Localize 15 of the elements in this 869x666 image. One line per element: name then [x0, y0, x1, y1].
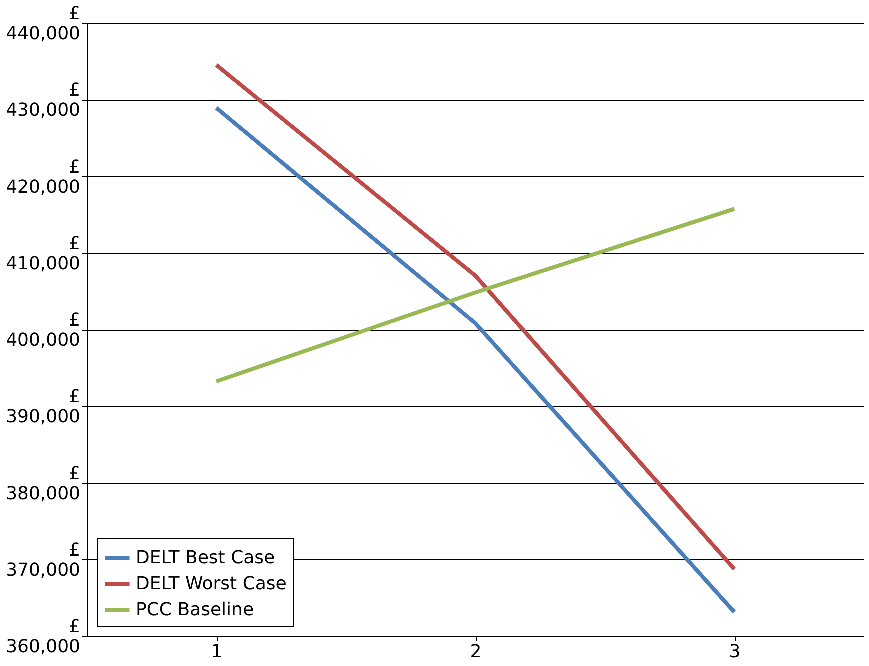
x-tick-label: 1	[211, 642, 223, 662]
y-tick-label: £ 390,000	[6, 386, 80, 428]
y-tick-label: £ 440,000	[6, 4, 80, 44]
y-tick-label: £ 400,000	[6, 310, 80, 351]
legend-label: DELT Worst Case	[136, 574, 287, 594]
y-tick-label: £ 430,000	[6, 80, 80, 122]
legend-label: PCC Baseline	[136, 600, 254, 620]
y-tick-label: £ 360,000	[6, 616, 80, 658]
y-tick-label: £ 420,000	[6, 156, 80, 198]
y-tick-label: £ 380,000	[6, 463, 80, 504]
y-tick-label: £ 370,000	[6, 540, 80, 581]
y-tick-label: £ 410,000	[6, 233, 80, 274]
x-tick-label: 2	[470, 642, 482, 662]
x-tick-label: 3	[729, 642, 741, 662]
legend-label: DELT Best Case	[136, 548, 276, 568]
